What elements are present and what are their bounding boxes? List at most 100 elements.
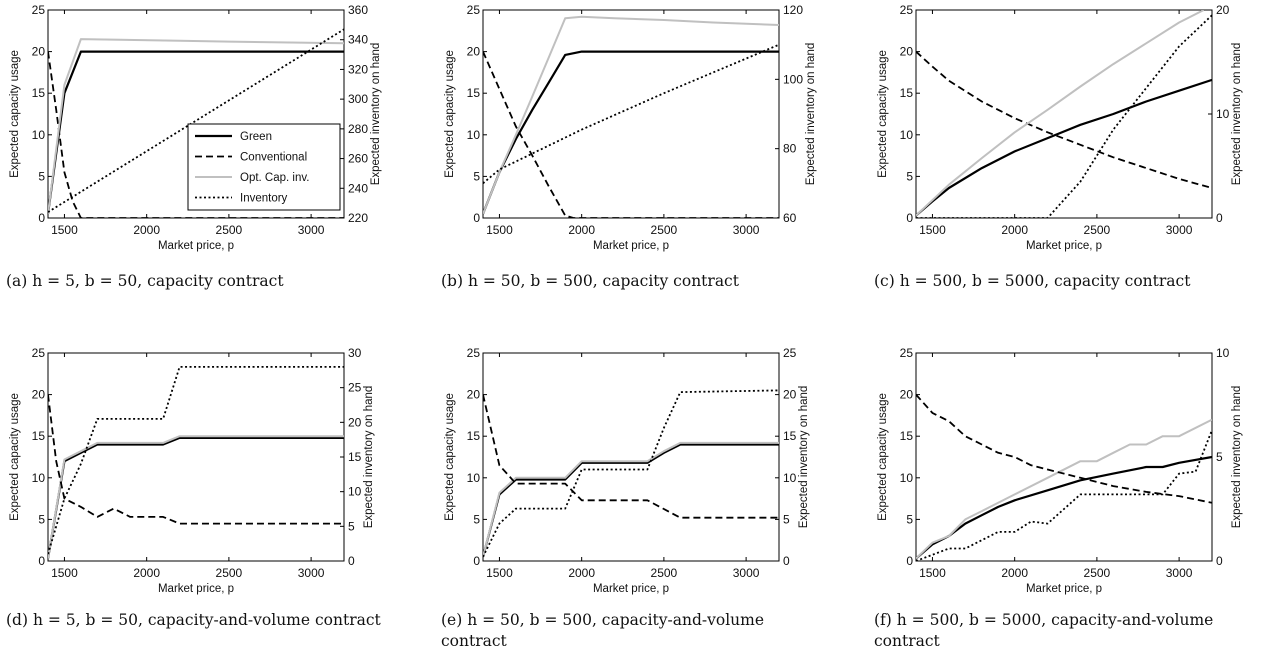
y2-tick-label: 360	[348, 3, 368, 17]
y-tick-label: 15	[467, 429, 481, 443]
y-tick-label: 10	[32, 471, 46, 485]
panel-e: 1500 2000 2500 3000 0 5 10 15 20 25 0 5 10 15 20 25 Mark…	[435, 343, 855, 670]
plot-frame	[482, 352, 780, 562]
legend-box	[187, 123, 341, 211]
series-line-opt-cap-inv	[48, 435, 344, 559]
y-tick-label: 5	[473, 512, 480, 526]
y2-tick-label: 0	[783, 554, 790, 568]
panel-a: 1500 2000 2500 3000 0 5 10 15 20 25 220 240 260 280 30…	[0, 0, 420, 327]
y2-tick-label: 10	[1216, 107, 1230, 121]
y-tick-label: 10	[32, 128, 46, 142]
y2-tick-label: 20	[783, 388, 797, 402]
y-tick-label: 5	[473, 169, 480, 183]
caption-e: (e) h = 50, b = 500, capacity-and-volume…	[441, 611, 765, 650]
series-line-inventory	[48, 365, 344, 555]
y-tick-label: 25	[900, 346, 914, 360]
y-tick-label: 10	[900, 128, 914, 142]
legend-label-opt-cap-inv: Opt. Cap. inv.	[240, 172, 309, 184]
series-line-green	[483, 443, 779, 558]
y2-tick-label: 25	[783, 346, 797, 360]
y2-tick-label: 30	[348, 346, 362, 360]
y2-tick-label: 5	[783, 512, 790, 526]
y-tick-label: 5	[38, 512, 45, 526]
y2-tick-label: 5	[348, 519, 355, 533]
y-tick-label: 0	[473, 211, 480, 225]
y-tick-label: 25	[467, 3, 481, 17]
x-tick-label: 2500	[216, 566, 243, 580]
y-axis-label: Expected capacity usage	[9, 50, 21, 178]
plot-frame	[47, 352, 345, 562]
y2-tick-label: 20	[1216, 3, 1230, 17]
series-line-conventional	[916, 393, 1212, 504]
x-tick-label: 2000	[133, 223, 160, 237]
legend-label-conventional: Conventional	[240, 152, 307, 164]
y-tick-label: 5	[906, 169, 913, 183]
y2-tick-label: 280	[348, 122, 368, 136]
x-axis-label: Market price, p	[593, 583, 669, 595]
x-tick-label: 3000	[733, 566, 760, 580]
x-tick-label: 1500	[919, 223, 946, 237]
y2-axis-label: Expected inventory on hand	[363, 386, 375, 529]
y-tick-label: 10	[467, 128, 481, 142]
x-tick-label: 3000	[298, 566, 325, 580]
series-line-inventory	[483, 43, 779, 184]
x-tick-label: 1500	[486, 566, 513, 580]
y-tick-label: 0	[38, 554, 45, 568]
y2-tick-label: 10	[1216, 346, 1230, 360]
y2-tick-label: 20	[348, 415, 362, 429]
y-tick-label: 25	[32, 3, 46, 17]
legend: Green Conventional Opt. Cap. inv. Inventory	[187, 123, 341, 211]
y-tick-label: 5	[38, 169, 45, 183]
y2-tick-label: 320	[348, 62, 368, 76]
y-tick-label: 0	[906, 554, 913, 568]
x-tick-label: 2000	[133, 566, 160, 580]
y-tick-label: 20	[900, 45, 914, 59]
series-line-conventional	[48, 394, 344, 525]
y-tick-label: 15	[32, 86, 46, 100]
x-tick-label: 1500	[51, 566, 78, 580]
x-tick-label: 2500	[1084, 566, 1111, 580]
y-tick-label: 20	[32, 45, 46, 59]
series-line-inventory	[483, 389, 779, 558]
series-line-conventional	[483, 51, 779, 218]
x-tick-label: 3000	[733, 223, 760, 237]
x-tick-label: 3000	[298, 223, 325, 237]
y2-tick-label: 10	[348, 485, 362, 499]
y-tick-label: 15	[467, 86, 481, 100]
chart-c: 1500 2000 2500 3000 0 5 10 15 20 25 0 10 20 Market pr…	[877, 3, 1243, 252]
series-line-inventory	[916, 14, 1212, 218]
y2-tick-label: 340	[348, 33, 368, 47]
x-axis-label: Market price, p	[1026, 583, 1102, 595]
series-line-green	[48, 436, 344, 559]
y-tick-label: 10	[900, 471, 914, 485]
caption-a: (a) h = 5, b = 50, capacity contract	[6, 272, 284, 290]
x-tick-label: 2000	[1001, 566, 1028, 580]
x-tick-label: 2500	[1084, 223, 1111, 237]
series-line-inventory	[48, 28, 344, 213]
y2-tick-label: 80	[783, 142, 797, 156]
y2-tick-label: 25	[348, 381, 362, 395]
y2-axis-label: Expected inventory on hand	[1231, 386, 1243, 529]
caption-b: (b) h = 50, b = 500, capacity contract	[441, 272, 739, 290]
caption-c: (c) h = 500, b = 5000, capacity contract	[874, 272, 1191, 290]
series-line-green	[916, 78, 1212, 217]
series-line-conventional	[483, 394, 779, 519]
plot-frame	[915, 352, 1213, 562]
x-tick-label: 2000	[1001, 223, 1028, 237]
y2-tick-label: 300	[348, 92, 368, 106]
y-tick-label: 0	[473, 554, 480, 568]
y-tick-label: 15	[32, 429, 46, 443]
y2-axis-label: Expected inventory on hand	[370, 43, 382, 186]
y2-tick-label: 5	[1216, 450, 1223, 464]
series-line-opt-cap-inv	[916, 10, 1205, 217]
series-line-opt-cap-inv	[483, 441, 779, 558]
legend-label-green: Green	[240, 131, 272, 143]
x-tick-label: 2000	[568, 223, 595, 237]
series-line-opt-cap-inv	[483, 15, 779, 215]
chart-a: 1500 2000 2500 3000 0 5 10 15 20 25 220 240 260 280 30…	[9, 3, 382, 252]
plot-frame	[915, 9, 1213, 219]
y-tick-label: 20	[467, 45, 481, 59]
y-tick-label: 25	[32, 346, 46, 360]
y2-axis-label: Expected inventory on hand	[798, 386, 810, 529]
series-line-opt-cap-inv	[916, 418, 1212, 560]
